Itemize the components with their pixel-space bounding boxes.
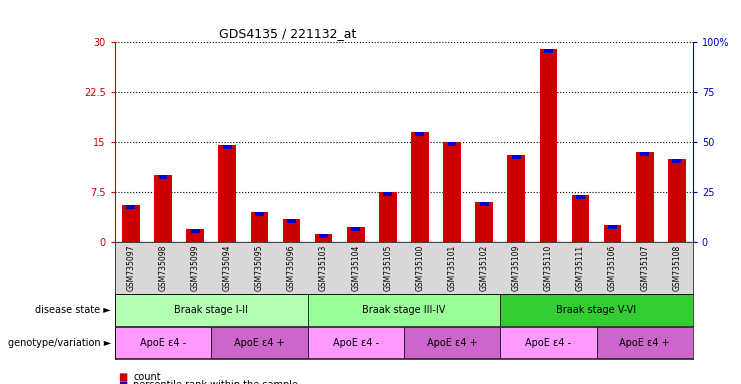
Bar — [539, 49, 557, 242]
Bar — [115, 327, 211, 358]
Text: GSM735106: GSM735106 — [608, 245, 617, 291]
Bar — [255, 212, 264, 216]
Bar — [604, 225, 622, 242]
Text: Braak stage I-II: Braak stage I-II — [174, 305, 248, 315]
Bar — [508, 156, 525, 242]
Text: Braak stage V-VI: Braak stage V-VI — [556, 305, 637, 315]
Text: GSM735100: GSM735100 — [416, 245, 425, 291]
Text: GSM735107: GSM735107 — [640, 245, 649, 291]
Bar — [186, 228, 204, 242]
Bar — [383, 192, 392, 196]
Text: GSM735103: GSM735103 — [319, 245, 328, 291]
Text: GDS4135 / 221132_at: GDS4135 / 221132_at — [219, 26, 356, 40]
Bar — [640, 152, 649, 156]
Bar — [448, 142, 456, 146]
Text: GSM735097: GSM735097 — [127, 245, 136, 291]
Bar — [379, 192, 396, 242]
Bar — [115, 295, 308, 326]
Bar — [500, 327, 597, 358]
Bar — [347, 227, 365, 242]
Text: ApoE ε4 -: ApoE ε4 - — [525, 338, 571, 348]
Bar — [250, 212, 268, 242]
Bar — [190, 228, 199, 233]
Bar — [159, 175, 167, 179]
Bar — [544, 49, 553, 53]
Bar — [287, 218, 296, 223]
Bar — [512, 156, 521, 159]
Bar — [416, 132, 425, 136]
Text: ApoE ε4 -: ApoE ε4 - — [333, 338, 379, 348]
Text: percentile rank within the sample: percentile rank within the sample — [133, 380, 299, 384]
Text: GSM735102: GSM735102 — [479, 245, 488, 291]
Text: GSM735098: GSM735098 — [159, 245, 167, 291]
Bar — [576, 195, 585, 199]
Bar — [479, 202, 488, 206]
Bar — [443, 142, 461, 242]
Text: GSM735095: GSM735095 — [255, 245, 264, 291]
Text: GSM735104: GSM735104 — [351, 245, 360, 291]
Text: GSM735111: GSM735111 — [576, 245, 585, 291]
Text: ApoE ε4 +: ApoE ε4 + — [427, 338, 477, 348]
Bar — [411, 132, 429, 242]
Text: Braak stage III-IV: Braak stage III-IV — [362, 305, 445, 315]
Text: GSM735096: GSM735096 — [287, 245, 296, 291]
Text: disease state ►: disease state ► — [36, 305, 111, 315]
Bar — [315, 234, 333, 242]
Bar — [475, 202, 493, 242]
Bar — [608, 225, 617, 229]
Text: GSM735109: GSM735109 — [512, 245, 521, 291]
Text: GSM735105: GSM735105 — [383, 245, 392, 291]
Bar — [154, 175, 172, 242]
Text: ApoE ε4 +: ApoE ε4 + — [619, 338, 670, 348]
Bar — [127, 205, 136, 209]
Bar — [668, 159, 685, 242]
Bar — [219, 146, 236, 242]
Bar — [597, 327, 693, 358]
Text: GSM735094: GSM735094 — [223, 245, 232, 291]
Text: count: count — [133, 372, 161, 382]
Text: GSM735099: GSM735099 — [190, 245, 199, 291]
Bar — [404, 327, 500, 358]
Text: ApoE ε4 +: ApoE ε4 + — [234, 338, 285, 348]
Text: GSM735101: GSM735101 — [448, 245, 456, 291]
Bar — [308, 295, 500, 326]
Bar — [636, 152, 654, 242]
Bar — [282, 218, 300, 242]
Bar — [351, 227, 360, 231]
Text: GSM735108: GSM735108 — [672, 245, 681, 291]
Bar — [122, 205, 140, 242]
Text: ■: ■ — [119, 372, 131, 382]
Bar — [223, 146, 232, 149]
Text: ApoE ε4 -: ApoE ε4 - — [140, 338, 186, 348]
Text: ■: ■ — [119, 380, 131, 384]
Bar — [500, 295, 693, 326]
Text: GSM735110: GSM735110 — [544, 245, 553, 291]
Bar — [672, 159, 681, 163]
Bar — [571, 195, 589, 242]
Bar — [211, 327, 308, 358]
Bar — [308, 327, 404, 358]
Bar — [319, 234, 328, 238]
Text: genotype/variation ►: genotype/variation ► — [8, 338, 111, 348]
